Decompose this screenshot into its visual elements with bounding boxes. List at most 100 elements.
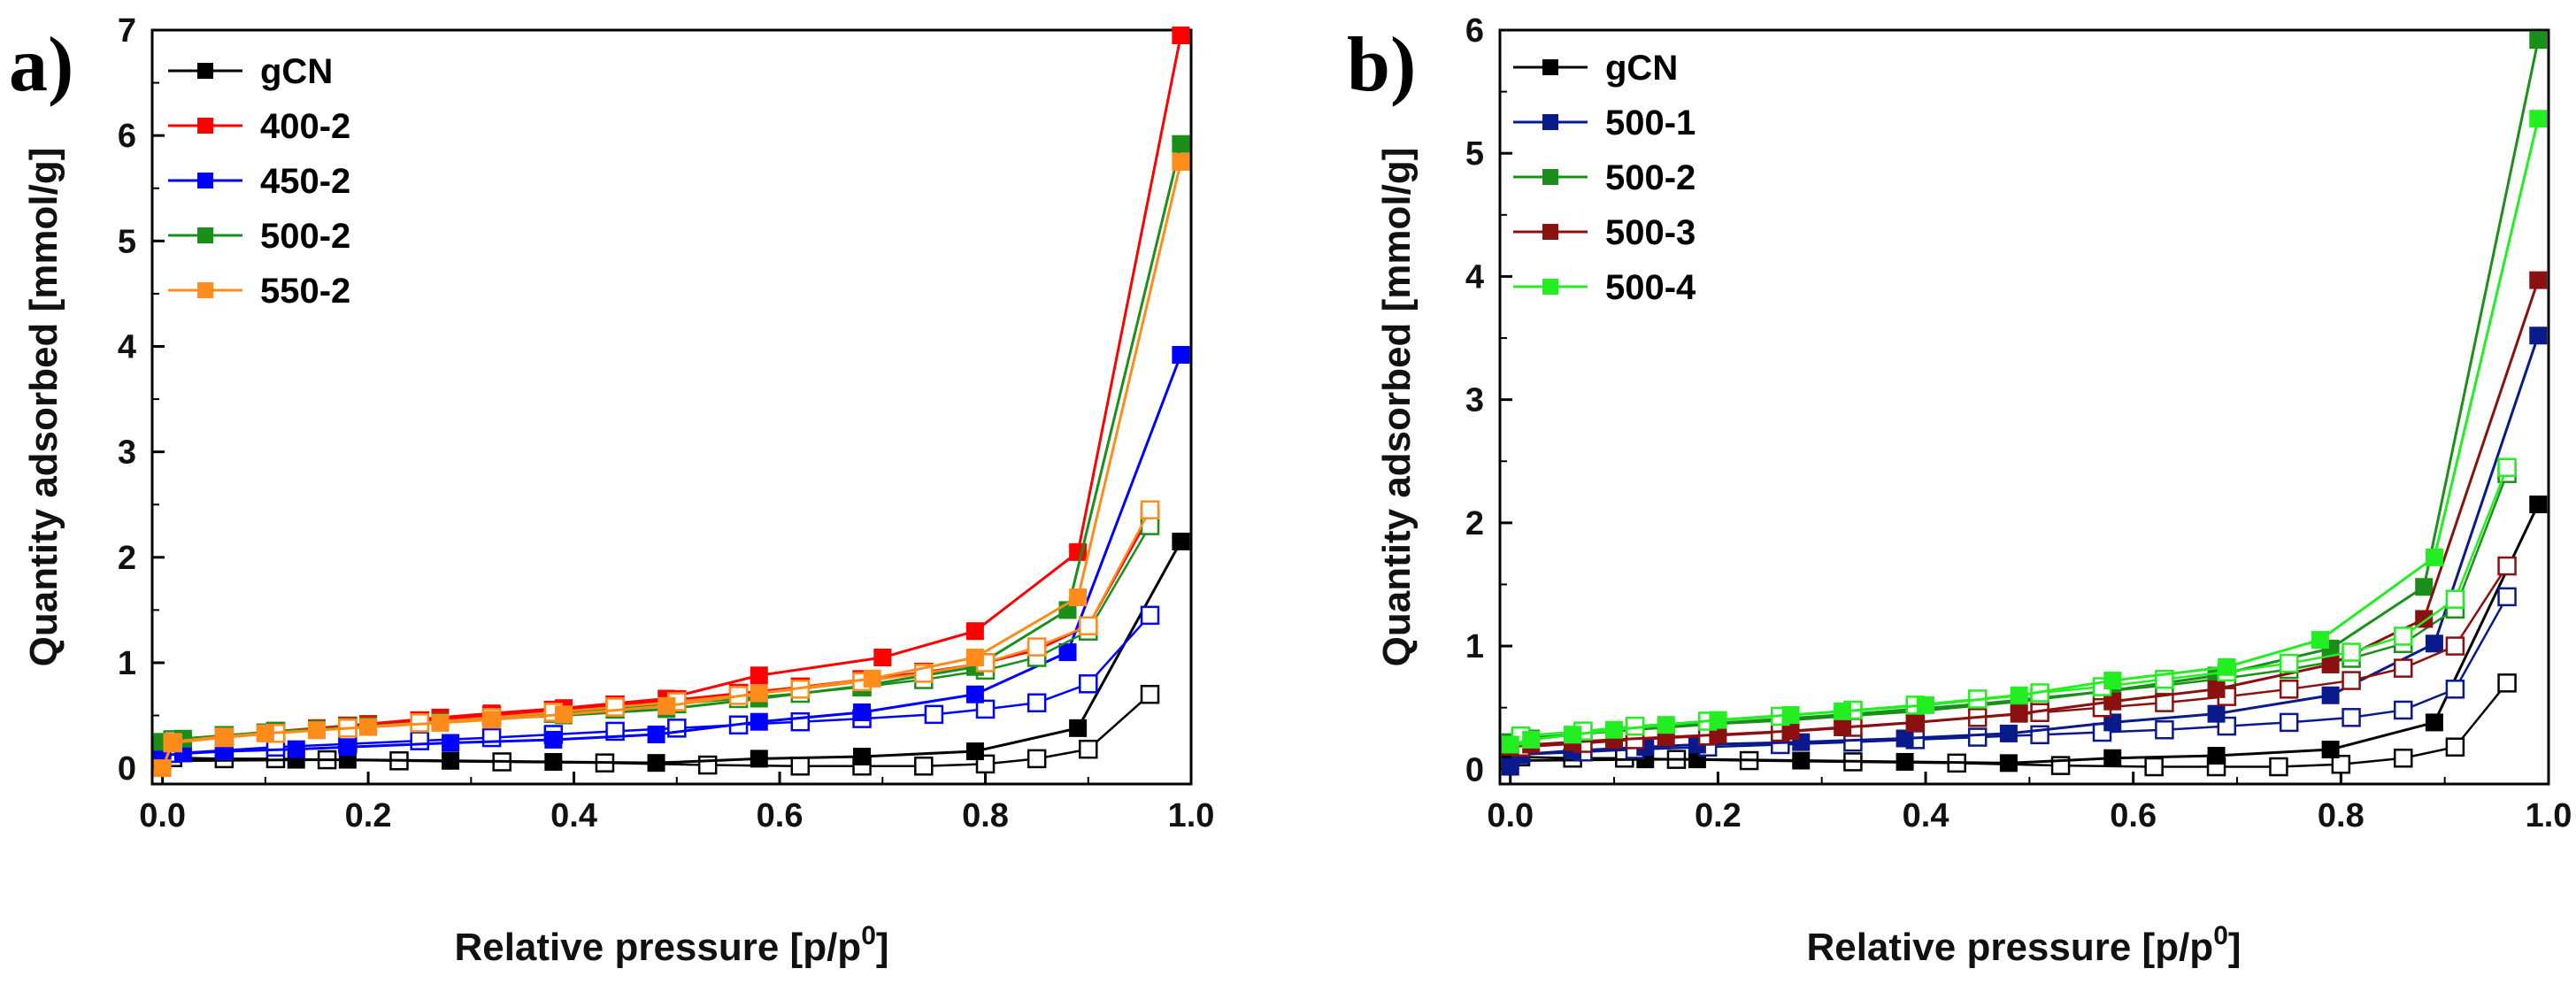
desorption-point [2279, 712, 2299, 733]
adsorption-point [1792, 751, 1811, 770]
legend-label: 450-2 [260, 162, 350, 201]
y-tick-label: 1 [1465, 628, 1484, 665]
desorption-point [2445, 589, 2465, 609]
legend-marker [1542, 59, 1558, 75]
plot-frame-a [150, 28, 1193, 786]
legend-marker [197, 63, 213, 79]
axis-ticks-b: 0.0 0.2 0.4 0.6 0.8 1.0 0 1 2 3 4 5 6 [1465, 12, 2572, 834]
legend-label: 500-3 [1605, 213, 1696, 252]
adsorption-point [1999, 724, 2018, 742]
y-tick-label: 2 [118, 540, 136, 577]
desorption-point [2445, 737, 2465, 757]
adsorption-point [1172, 346, 1190, 365]
adsorption-point [965, 685, 984, 703]
y-tick-label: 0 [118, 750, 136, 788]
x-tick-label: 0.6 [757, 797, 804, 834]
x-tick-label: 0.4 [550, 797, 597, 834]
adsorption-point [750, 750, 768, 768]
adsorption-point [1834, 702, 1852, 720]
y-tick-label: 6 [118, 118, 136, 155]
legend-label: 500-2 [260, 217, 350, 256]
legend-entry: 500-1 [1513, 104, 1696, 142]
adsorption-point [544, 752, 563, 771]
legend-entry: 450-2 [168, 162, 350, 201]
adsorption-point [2207, 746, 2226, 765]
adsorption-point [965, 742, 984, 761]
chart-panel-b: b) 0.0 0.2 0.4 0.6 0.8 1.0 0 1 2 3 4 5 6 gCN 500-1 500… [1347, 12, 2572, 969]
legend-marker [1542, 169, 1558, 185]
y-tick-label: 2 [1465, 505, 1484, 542]
desorption-point [2393, 658, 2413, 678]
x-tick-label: 0.0 [139, 797, 186, 834]
adsorption-point [873, 649, 892, 667]
adsorption-point [965, 622, 984, 641]
adsorption-point [164, 733, 182, 751]
adsorption-point [2103, 692, 2122, 711]
desorption-point [2393, 700, 2413, 720]
plot-frame-b [1498, 28, 2550, 786]
desorption-point [2279, 680, 2299, 699]
adsorption-point [2103, 713, 2122, 732]
adsorption-point [1058, 643, 1077, 662]
desorption-point [2341, 671, 2361, 690]
desorption-point [1027, 693, 1047, 712]
adsorption-point [442, 734, 460, 752]
y-tick-label: 4 [1465, 258, 1484, 296]
desorption-point [1079, 674, 1098, 694]
adsorption-point [1999, 754, 2018, 773]
desorption-point [1140, 605, 1160, 626]
desorption-point [1027, 749, 1047, 769]
desorption-point [1140, 684, 1160, 704]
legend-a: gCN 400-2 450-2 500-2 550-2 [168, 52, 350, 311]
desorption-point [667, 719, 687, 738]
adsorption-point [750, 712, 768, 731]
adsorption-point [657, 696, 676, 715]
legend-marker [197, 118, 213, 134]
legend-label: 500-4 [1605, 268, 1696, 307]
desorption-point [2279, 653, 2299, 673]
y-tick-label: 3 [118, 434, 136, 472]
x-axis-title-b-sup: 0 [2213, 921, 2228, 950]
adsorption-point [750, 666, 768, 685]
y-axis-title-a: Quantity adsorbed [mmol/g] [22, 148, 65, 667]
x-tick-label: 0.2 [345, 797, 392, 834]
adsorption-point [2529, 495, 2548, 513]
adsorption-point [647, 725, 665, 743]
axis-ticks-a: 0.0 0.2 0.4 0.6 0.8 1.0 0 1 2 3 4 5 6 7 [118, 12, 1215, 834]
adsorption-point [307, 721, 326, 740]
legend-label: gCN [1605, 49, 1678, 88]
adsorption-point [2103, 672, 2122, 690]
adsorption-point [750, 684, 768, 703]
legend-marker [1542, 114, 1558, 130]
adsorption-point [359, 718, 378, 736]
adsorption-point [1834, 718, 1852, 736]
legend-label: 550-2 [260, 272, 350, 311]
adsorption-point [2529, 31, 2548, 50]
desorption-point [2393, 749, 2413, 768]
desorption-point [2269, 757, 2288, 777]
adsorption-point [153, 759, 172, 778]
adsorption-point [2207, 680, 2226, 698]
y-tick-label: 3 [1465, 382, 1484, 419]
x-tick-label: 0.0 [1487, 797, 1534, 834]
x-axis-title-a: Relative pressure [p/p0] [454, 921, 888, 969]
desorption-point [1967, 727, 1988, 747]
adsorption-point [853, 703, 872, 721]
y-tick-label: 7 [118, 12, 136, 50]
series-500-3 [1501, 271, 2548, 757]
y-tick-label: 1 [118, 645, 136, 682]
adsorption-point [2218, 657, 2236, 676]
adsorption-point [1781, 706, 1800, 725]
adsorption-point [1522, 730, 1541, 749]
series-450-2 [153, 346, 1190, 765]
chart-panel-a: a) 0.0 0.2 0.4 0.6 0.8 1.0 0 1 2 3 4 5 6 7 gCN 400-2 45… [9, 12, 1214, 969]
x-tick-label: 0.4 [1903, 797, 1949, 834]
adsorption-point [2010, 686, 2028, 704]
desorption-point [2144, 757, 2164, 777]
adsorption-point [1906, 713, 1925, 732]
desorption-point [2341, 642, 2361, 662]
legend-entry: 500-4 [1513, 268, 1696, 307]
adsorption-point [482, 711, 501, 729]
adsorption-point [2321, 741, 2340, 759]
adsorption-point [1917, 696, 1935, 714]
